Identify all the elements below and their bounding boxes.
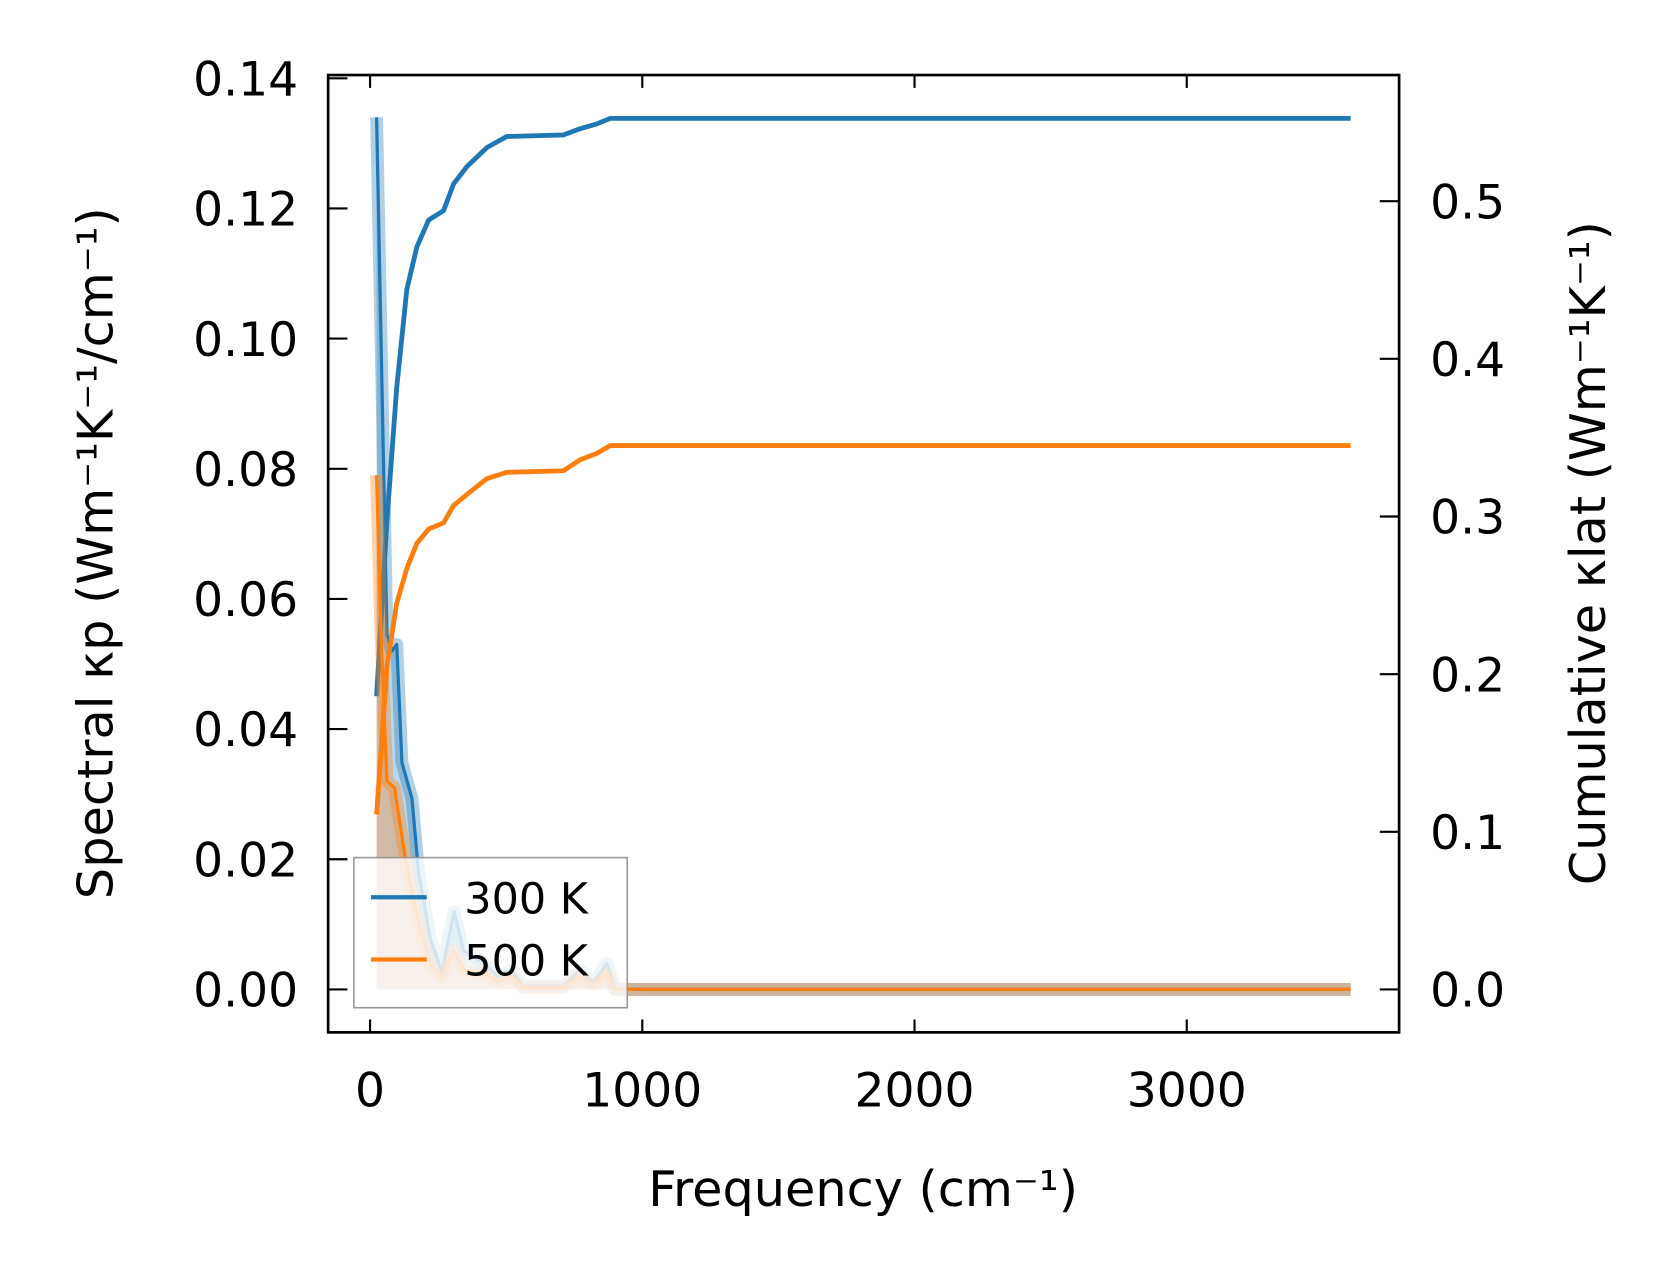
y-left-tick-label: 0.14: [193, 52, 298, 107]
cumulative-line-300k: [374, 115, 1351, 697]
y-left-tick-label: 0.12: [193, 183, 298, 238]
legend-label-300k: 300 K: [464, 874, 589, 924]
legend-box: [353, 856, 629, 1009]
y-right-tick-label: 0.2: [1430, 648, 1505, 703]
y-left-tick-label: 0.10: [193, 313, 298, 368]
x-tick-label: 0: [355, 1063, 385, 1118]
cumulative-line-500k: [374, 443, 1351, 815]
x-tick-label: 2000: [855, 1063, 975, 1118]
legend: 300 K 500 K: [353, 856, 629, 1009]
y-left-tick-label: 0.00: [193, 964, 298, 1019]
ticks-layer: 0 1000 2000 3000 0.00 0.02 0.04 0.06 0.08 0.10 0.1…: [193, 52, 1505, 1118]
y-right-tick-label: 0.4: [1430, 333, 1505, 388]
y-axis-left-label: Spectral κp (Wm⁻¹K⁻¹/cm⁻¹): [67, 207, 125, 899]
y-right-tick-label: 0.0: [1430, 964, 1505, 1019]
legend-label-500k: 500 K: [464, 937, 589, 987]
y-left-tick-label: 0.08: [193, 443, 298, 498]
y-right-tick-label: 0.1: [1430, 806, 1505, 861]
y-axis-right-label: Cumulative κlat (Wm⁻¹K⁻¹): [1559, 221, 1617, 885]
x-axis-label: Frequency (cm⁻¹): [648, 1160, 1078, 1218]
y-right-tick-label: 0.3: [1430, 491, 1505, 546]
y-left-tick-label: 0.06: [193, 573, 298, 628]
x-tick-label: 1000: [582, 1063, 702, 1118]
y-left-tick-label: 0.04: [193, 703, 298, 758]
plot-frame: [326, 73, 1401, 1034]
x-tick-label: 3000: [1127, 1063, 1247, 1118]
y-left-tick-label: 0.02: [193, 833, 298, 888]
y-right-tick-label: 0.5: [1430, 175, 1505, 230]
